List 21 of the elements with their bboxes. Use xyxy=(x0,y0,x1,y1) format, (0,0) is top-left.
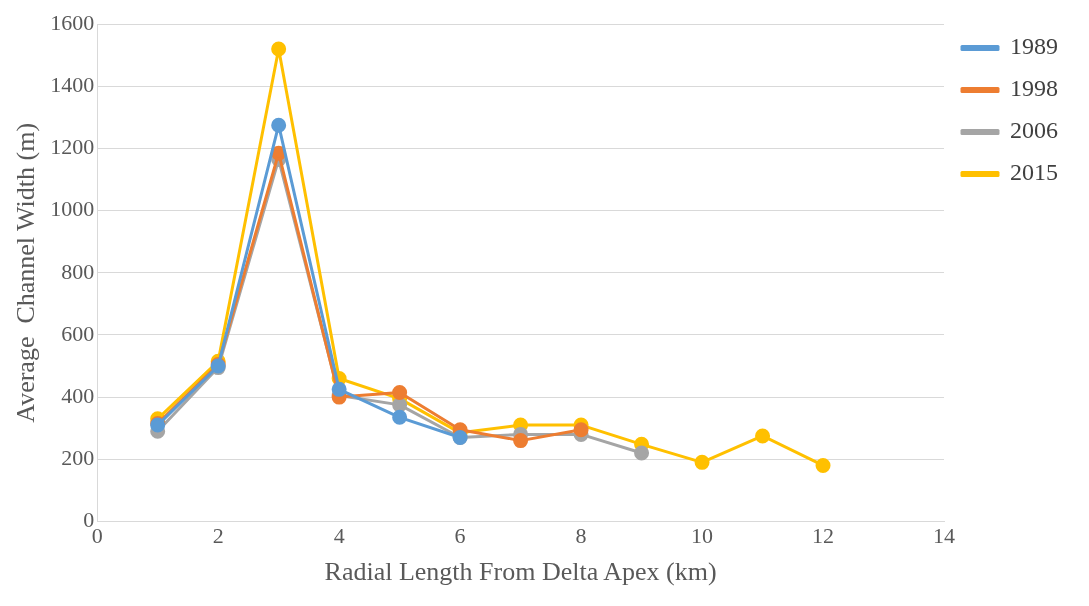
x-axis-title: Radial Length From Delta Apex (km) xyxy=(324,557,717,587)
legend-label: 1989 xyxy=(1010,33,1058,60)
y-tick-label: 200 xyxy=(61,445,95,471)
y-tick-label: 400 xyxy=(61,382,95,408)
y-tick-label: 1600 xyxy=(50,9,95,35)
y-tick-label: 800 xyxy=(61,258,95,284)
y-axis-title: Average Channel Width (m) xyxy=(11,122,41,423)
x-tick-label: 2 xyxy=(212,523,224,549)
y-tick-label: 1200 xyxy=(50,134,95,160)
x-tick-label: 12 xyxy=(812,523,835,549)
legend-label: 2006 xyxy=(1010,117,1058,144)
legend-label: 2015 xyxy=(1010,159,1058,186)
x-tick-label: 4 xyxy=(333,523,345,549)
x-tick-label: 6 xyxy=(454,523,466,549)
y-tick-label: 1400 xyxy=(50,72,95,98)
x-tick-label: 8 xyxy=(575,523,587,549)
x-tick-label: 10 xyxy=(691,523,714,549)
legend-label: 1998 xyxy=(1010,75,1058,102)
y-tick-label: 600 xyxy=(61,320,95,346)
y-tick-label: 1000 xyxy=(50,196,95,222)
x-tick-label: 14 xyxy=(933,523,955,549)
